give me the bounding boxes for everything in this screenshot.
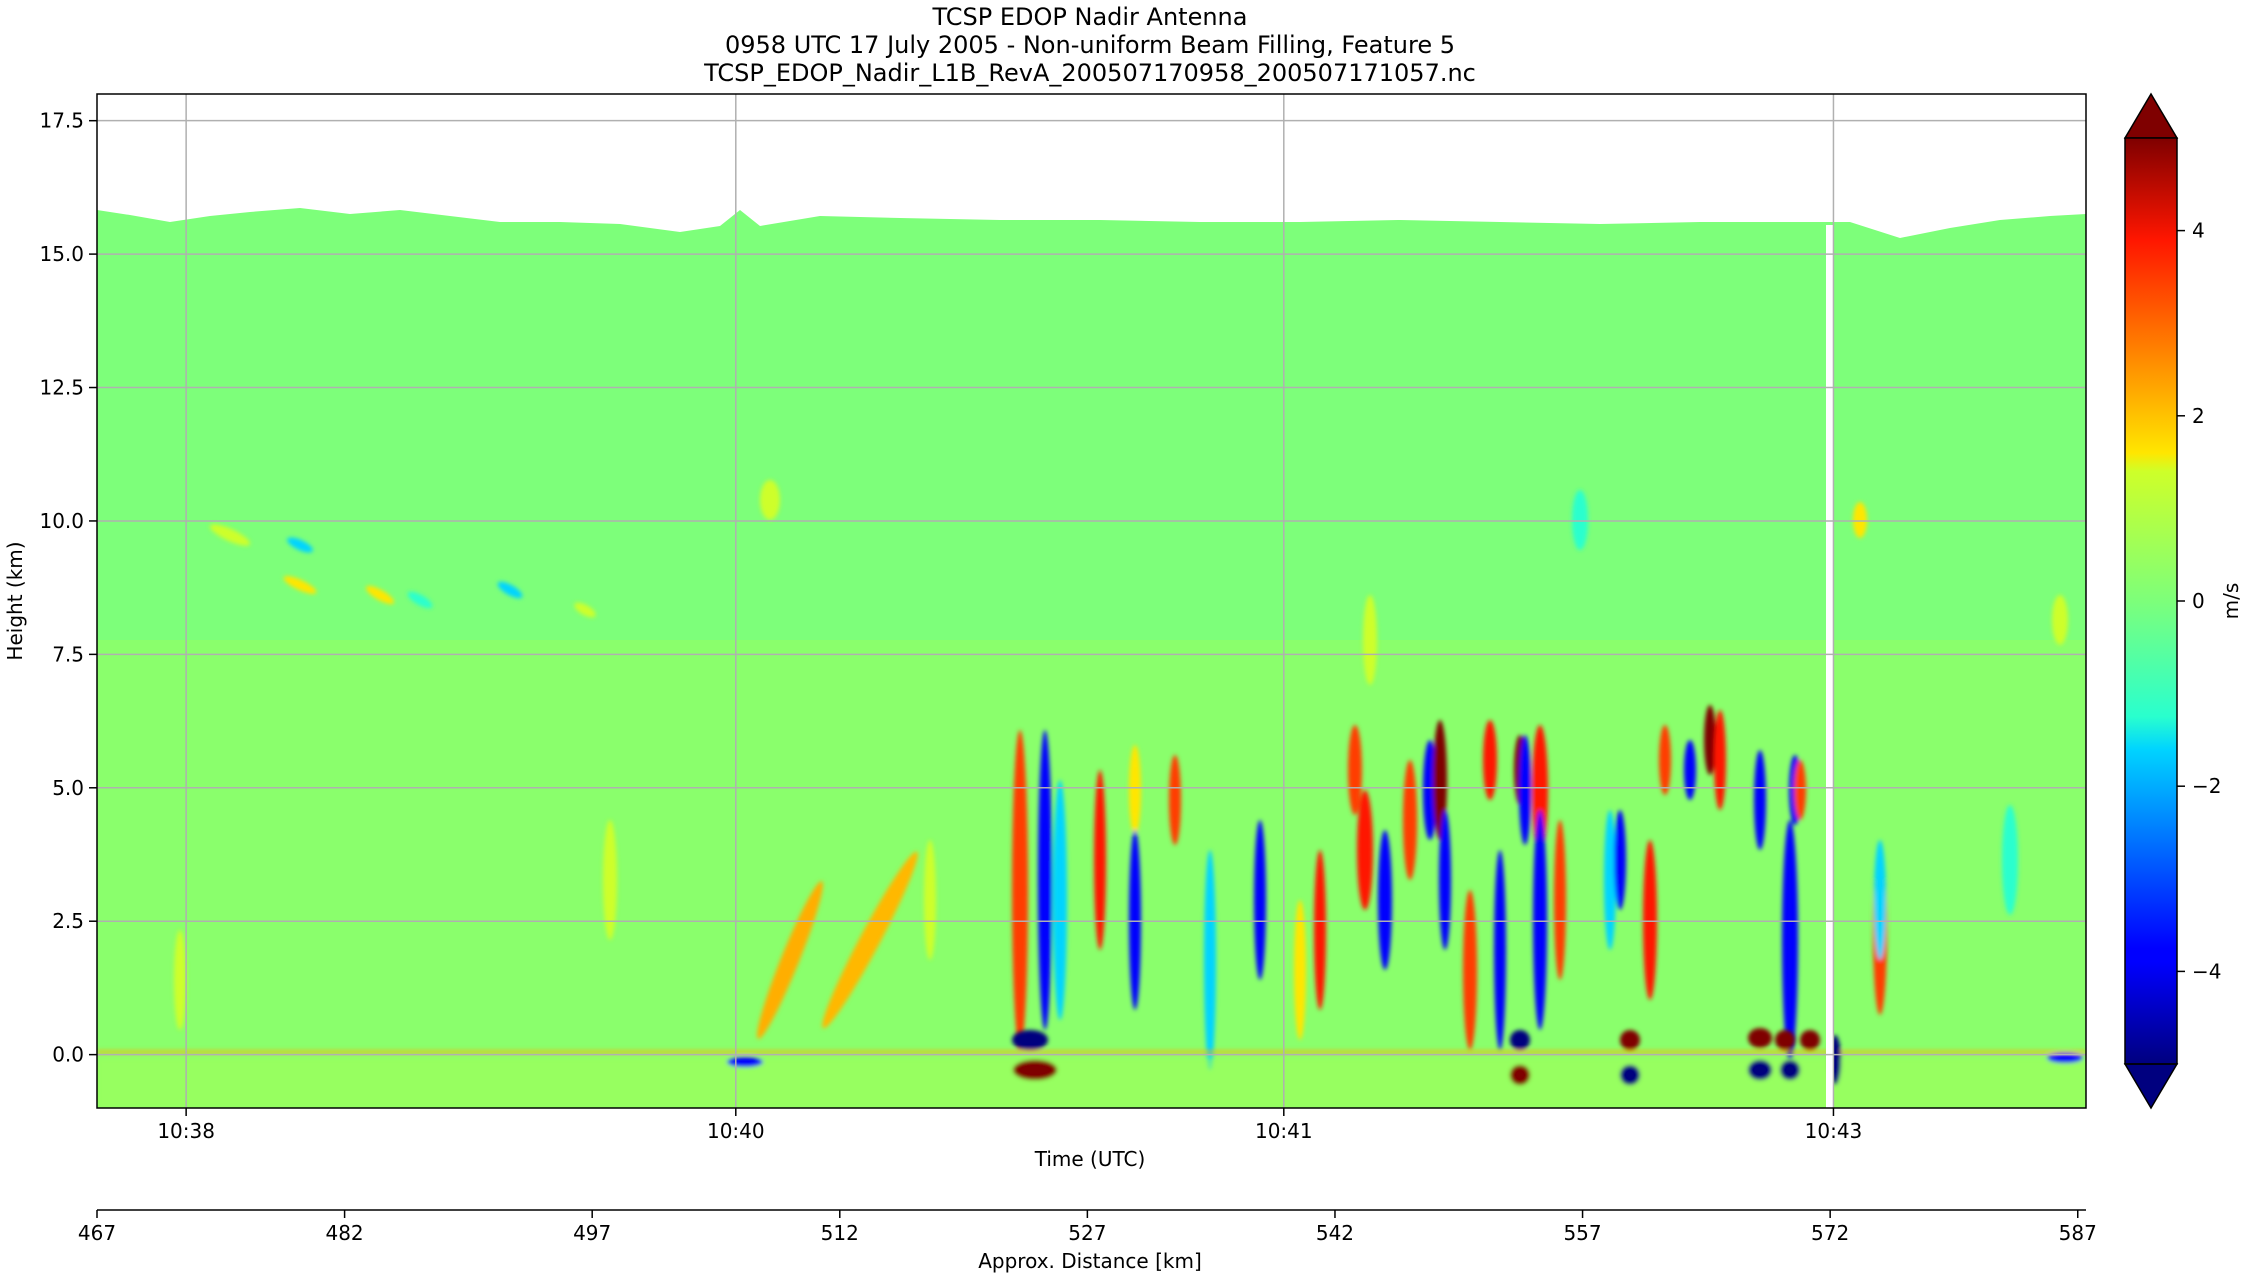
distance-tick-label: 512 xyxy=(821,1221,859,1245)
echo-region xyxy=(97,208,2086,1108)
colorbar-tick-label: −4 xyxy=(2192,959,2221,983)
distance-tick-label: 527 xyxy=(1068,1221,1106,1245)
grid-lines xyxy=(97,94,2086,1108)
colorbar-label: m/s xyxy=(2219,583,2243,620)
y-tick-label: 12.5 xyxy=(39,376,84,400)
y-tick-label: 17.5 xyxy=(39,109,84,133)
y-tick-label: 7.5 xyxy=(52,642,84,666)
plot-frame xyxy=(96,93,2087,1109)
distance-ticks: 467 482 497 512 527 542 557 572 587 xyxy=(78,1210,2097,1245)
x-tick-label: 10:41 xyxy=(1255,1119,1313,1143)
x-tick-label: 10:38 xyxy=(157,1119,215,1143)
colorbar-gradient xyxy=(2125,138,2177,1064)
distance-tick-label: 572 xyxy=(1811,1221,1849,1245)
x-tick-label: 10:43 xyxy=(1805,1119,1863,1143)
colorbar-tick-label: 2 xyxy=(2192,404,2205,428)
colorbar-tick-label: −2 xyxy=(2192,774,2221,798)
colorbar-tick-label: 0 xyxy=(2192,589,2205,613)
distance-axis: 467 482 497 512 527 542 557 572 587 Approx. Dist… xyxy=(78,1209,2097,1273)
chart-title-line-2: 0958 UTC 17 July 2005 - Non-uniform Beam… xyxy=(725,31,1455,59)
y-axis-label: Height (km) xyxy=(3,541,27,660)
y-tick-label: 0.0 xyxy=(52,1043,84,1067)
y-tick-label: 15.0 xyxy=(39,242,84,266)
colorbar-ticks: 4 2 0 −2 −4 xyxy=(2177,219,2221,983)
convective-cells xyxy=(1012,705,1887,1070)
y-tick-label: 2.5 xyxy=(52,909,84,933)
chart-title-line-1: TCSP EDOP Nadir Antenna xyxy=(932,3,1248,31)
colorbar-bottom-extend xyxy=(2123,1063,2179,1110)
colorbar: 4 2 0 −2 −4 m/s xyxy=(2123,92,2243,1110)
distance-tick-label: 542 xyxy=(1316,1221,1354,1245)
plot-area xyxy=(96,93,2087,1109)
distance-tick-label: 497 xyxy=(573,1221,611,1245)
y-axis: 0.0 2.5 5.0 7.5 10.0 12.5 15.0 17.5 xyxy=(39,109,97,1067)
x-axis-label: Time (UTC) xyxy=(1034,1147,1146,1171)
distance-tick-label: 587 xyxy=(2059,1221,2097,1245)
colorbar-top-extend xyxy=(2123,92,2179,139)
chart-title-line-3: TCSP_EDOP_Nadir_L1B_RevA_200507170958_20… xyxy=(703,59,1476,87)
colorbar-tick-label: 4 xyxy=(2192,219,2205,243)
x-tick-label: 10:40 xyxy=(707,1119,765,1143)
data-gap xyxy=(1826,225,1833,1108)
distance-tick-label: 557 xyxy=(1563,1221,1601,1245)
distance-axis-label: Approx. Distance [km] xyxy=(978,1249,1202,1273)
distance-tick-label: 467 xyxy=(78,1221,116,1245)
velocity-field xyxy=(97,208,2086,1108)
y-tick-label: 5.0 xyxy=(52,776,84,800)
distance-tick-label: 482 xyxy=(325,1221,363,1245)
upper-streaks xyxy=(209,480,2068,685)
y-tick-label: 10.0 xyxy=(39,509,84,533)
